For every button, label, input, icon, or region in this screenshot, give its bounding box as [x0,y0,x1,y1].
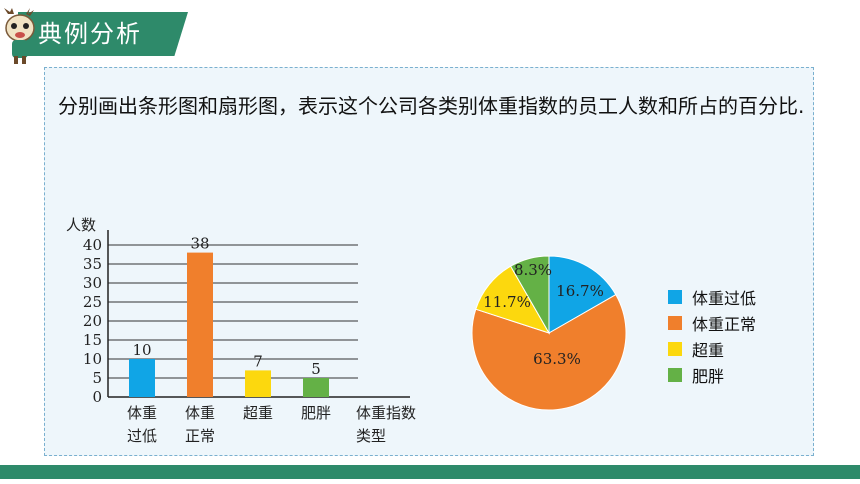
bar-3 [245,370,271,397]
x-tick-label: 体重 [127,404,157,422]
content-panel [44,67,814,456]
legend-item: 体重正常 [668,310,756,336]
legend-label: 体重过低 [692,289,757,308]
pie-slice-1 [548,255,617,334]
legend-swatch [668,316,682,330]
bar-value-label: 5 [311,360,321,378]
legend-label: 体重正常 [692,315,757,334]
y-axis-label: 人数 [66,216,96,234]
bar-2 [187,252,213,397]
y-tick-label: 40 [83,236,102,254]
y-tick-label: 35 [83,255,102,273]
legend-swatch [668,368,682,382]
legend-swatch [668,290,682,304]
y-tick-label: 30 [83,274,102,292]
x-axis-label: 类型 [356,427,386,445]
legend-swatch [668,342,682,356]
y-tick-label: 0 [92,388,102,406]
section-title: 典例分析 [38,20,142,48]
bar-4 [303,378,329,397]
problem-statement: 分别画出条形图和扇形图，表示这个公司各类别体重指数的员工人数和所占的百分比. [58,94,805,118]
x-tick-label: 正常 [185,427,215,445]
pie-value-label: 8.3% [514,261,552,279]
x-tick-label: 过低 [127,427,157,445]
y-tick-label: 25 [83,293,102,311]
pie-slice-2 [471,293,627,411]
header-banner [18,12,188,56]
y-tick-label: 15 [83,331,102,349]
pie-slice-4 [509,255,550,335]
bar-1 [129,359,155,397]
x-tick-label: 体重 [185,404,215,422]
legend-item: 超重 [668,336,756,362]
x-tick-label: 肥胖 [301,404,331,422]
y-tick-label: 20 [83,312,102,330]
y-tick-label: 10 [83,350,102,368]
section-header: 典例分析 [0,8,200,64]
x-axis-label: 体重指数 [356,404,416,422]
pie-value-label: 11.7% [483,293,531,311]
pie-legend: 体重过低体重正常超重肥胖 [668,284,756,388]
x-tick-label: 超重 [243,404,273,422]
legend-label: 超重 [692,341,725,360]
footer-rule [0,465,860,479]
bar-value-label: 10 [132,341,151,359]
legend-item: 体重过低 [668,284,756,310]
bar-value-label: 38 [190,235,209,253]
y-tick-label: 5 [92,369,102,387]
legend-item: 肥胖 [668,362,756,388]
deer-mascot-icon [4,8,35,64]
pie-value-label: 16.7% [556,282,604,300]
bar-value-label: 7 [253,352,263,370]
pie-value-label: 63.3% [533,350,581,368]
legend-label: 肥胖 [692,367,725,386]
